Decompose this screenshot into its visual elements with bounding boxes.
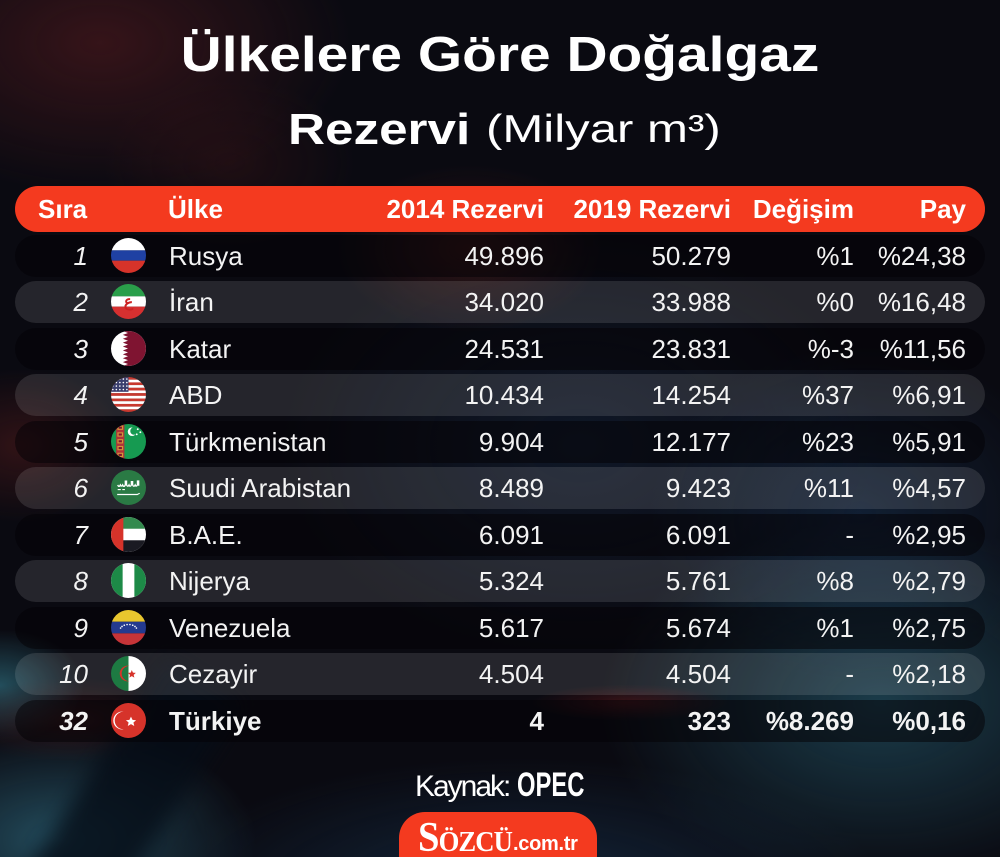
svg-text:ع: ع xyxy=(124,294,134,311)
